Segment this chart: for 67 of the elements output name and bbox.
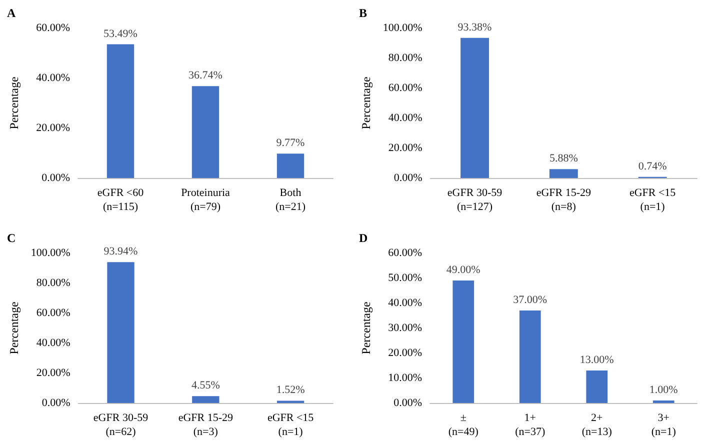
x-tick-label: Proteinuria (n=79) — [181, 187, 230, 213]
x-tick-label: eGFR <60 (n=115) — [97, 187, 144, 213]
y-tick-label: 0.00% — [394, 397, 422, 409]
x-tick-label: eGFR <15 (n=1) — [629, 187, 676, 213]
y-tick-label: 40.00% — [388, 112, 422, 124]
data-label: 9.77% — [276, 137, 305, 150]
x-tick-label: 2+ (n=13) — [582, 412, 612, 438]
bar — [460, 38, 489, 178]
y-tick-label: 60.00% — [388, 82, 422, 94]
y-axis-title: Percentage — [7, 302, 21, 354]
x-tick-label: 3+ (n=1) — [651, 412, 676, 438]
y-tick-label: 0.00% — [394, 172, 422, 184]
data-label: 1.00% — [649, 384, 678, 396]
y-tick-label: 20.00% — [36, 367, 70, 379]
chart-title: A — [7, 6, 16, 20]
y-tick-label: 40.00% — [36, 72, 70, 84]
y-tick-label: 60.00% — [36, 307, 70, 319]
bar — [106, 44, 134, 178]
y-axis-title: Percentage — [7, 76, 21, 130]
data-label: 0.74% — [638, 160, 667, 172]
data-label: 93.38% — [458, 21, 492, 34]
x-tick-label: eGFR 30-59 (n=62) — [93, 412, 149, 438]
y-tick-label: 30.00% — [388, 322, 422, 334]
data-label: 36.74% — [188, 70, 222, 82]
x-tick-label: Both (n=21) — [275, 187, 306, 213]
y-tick-label: 80.00% — [388, 52, 422, 64]
bar — [452, 280, 474, 403]
y-tick-label: 20.00% — [388, 347, 422, 359]
y-axis-title: Percentage — [359, 302, 373, 354]
y-tick-label: 0.00% — [42, 397, 70, 409]
x-tick-label: eGFR 15-29 (n=3) — [178, 412, 234, 438]
data-label: 5.88% — [549, 152, 578, 165]
data-label: 93.94% — [104, 246, 138, 258]
y-tick-label: 40.00% — [388, 297, 422, 309]
data-label: 4.55% — [191, 380, 220, 392]
bar — [519, 310, 541, 403]
chart-title: C — [7, 231, 16, 245]
y-tick-label: 100.00% — [382, 22, 422, 34]
data-label: 53.49% — [104, 28, 138, 40]
y-tick-label: 20.00% — [388, 142, 422, 154]
x-tick-label: ± (n=49) — [448, 412, 479, 438]
data-label: 37.00% — [513, 294, 548, 306]
bar — [586, 370, 608, 403]
bar — [549, 169, 578, 178]
data-label: 13.00% — [580, 354, 614, 366]
y-tick-label: 20.00% — [36, 122, 70, 134]
x-tick-label: eGFR 15-29 (n=8) — [536, 187, 592, 213]
x-tick-label: eGFR 30-59 (n=127) — [447, 187, 503, 213]
bar — [192, 86, 220, 178]
y-tick-label: 60.00% — [388, 247, 422, 259]
y-tick-label: 0.00% — [42, 172, 70, 184]
bar — [192, 396, 220, 403]
x-tick-label: eGFR <15 (n=1) — [267, 412, 314, 438]
y-tick-label: 60.00% — [36, 22, 70, 34]
bar — [107, 262, 134, 403]
data-label: 1.52% — [276, 384, 305, 396]
y-tick-label: 40.00% — [36, 337, 70, 349]
y-tick-label: 10.00% — [388, 372, 422, 384]
y-tick-label: 100.00% — [30, 247, 70, 259]
data-label: 49.00% — [446, 264, 480, 276]
y-axis-title: Percentage — [359, 76, 373, 130]
y-tick-label: 50.00% — [388, 272, 422, 284]
bar — [276, 154, 304, 178]
chart-title: B — [359, 6, 368, 20]
y-tick-label: 80.00% — [36, 277, 70, 289]
x-tick-label: 1+ (n=37) — [515, 412, 546, 438]
chart-title: D — [359, 231, 368, 245]
